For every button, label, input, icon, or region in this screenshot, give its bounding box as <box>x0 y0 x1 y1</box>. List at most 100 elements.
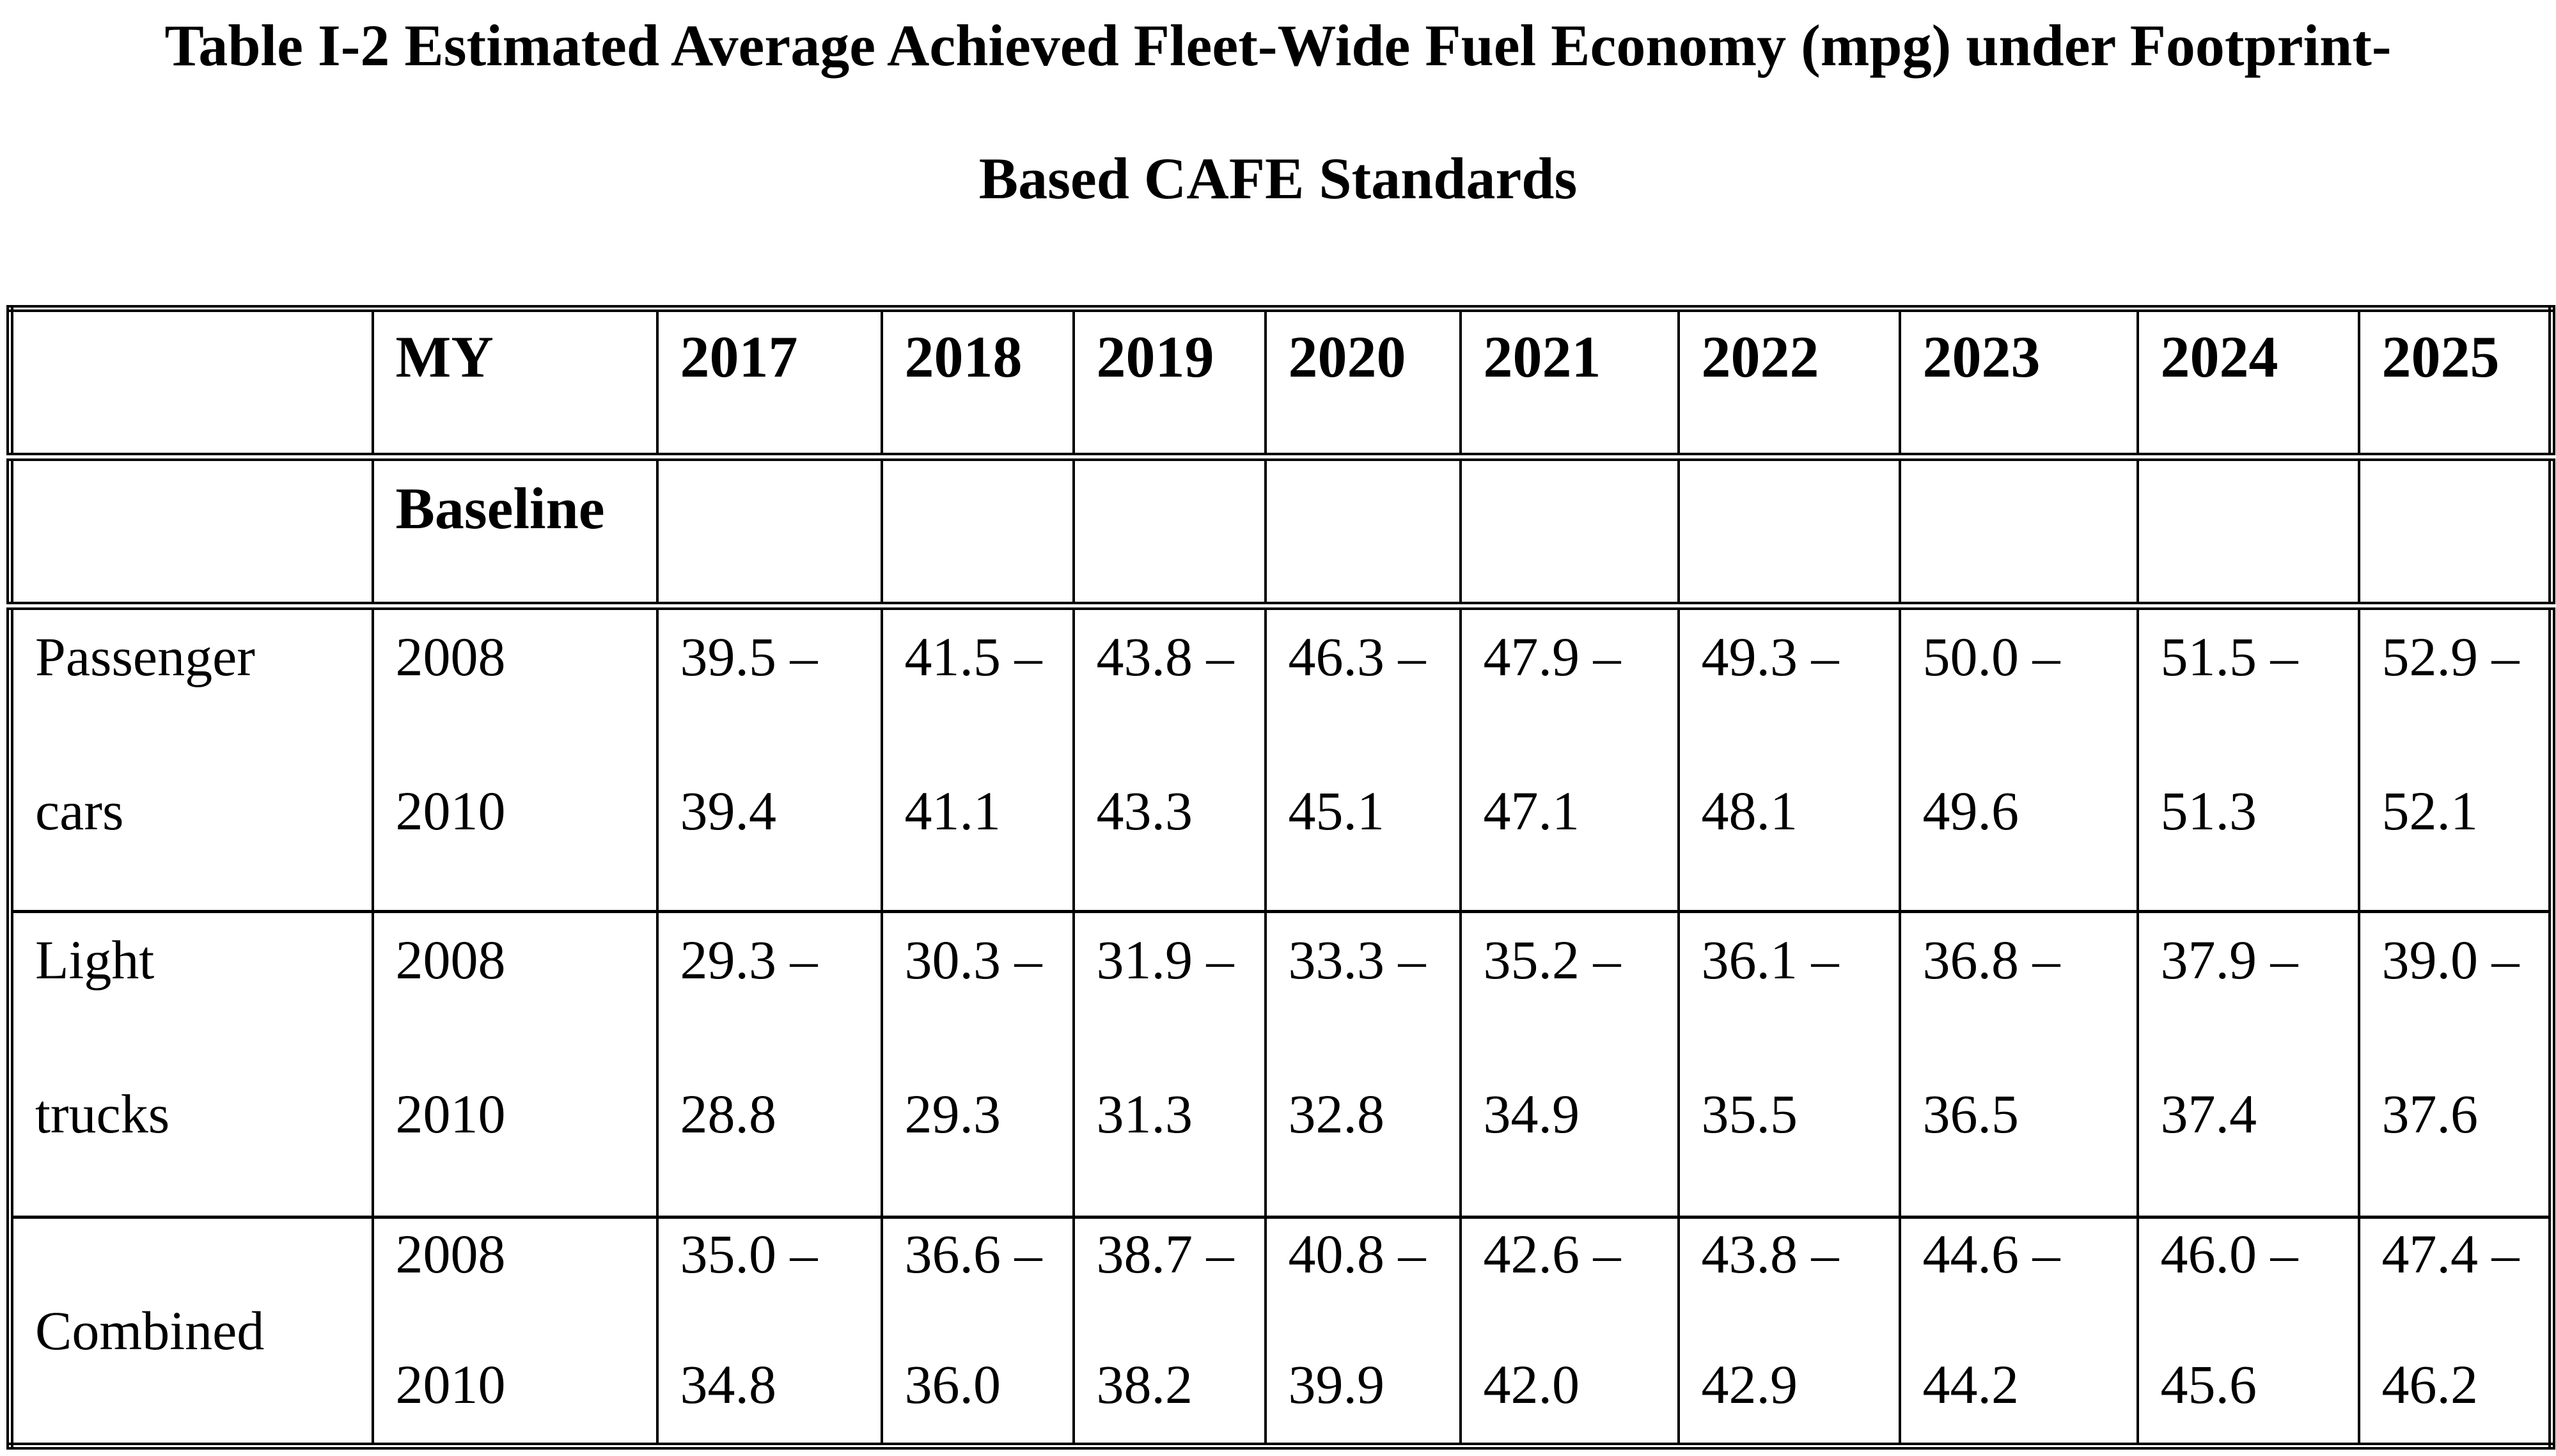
cell-line: 2010 <box>395 1353 506 1415</box>
cell-line: 46.3 – <box>1288 625 1426 687</box>
fuel-economy-value-cell: 31.9 – 31.3 <box>1072 910 1267 1219</box>
cell-line: 28.8 <box>680 1083 777 1145</box>
cell-content: 39.5 – 39.4 <box>660 629 879 842</box>
fuel-economy-value-cell: 43.8 – 42.9 <box>1677 1216 1901 1448</box>
cell-content: 40.8 – 39.9 <box>1268 1226 1458 1415</box>
header-cell-year: 2024 <box>2136 307 2360 461</box>
table-title-line1: Table I-2 Estimated Average Achieved Fle… <box>164 13 2392 78</box>
cell-line: 45.1 <box>1288 779 1385 842</box>
fuel-economy-value-cell: 46.3 – 45.1 <box>1264 604 1462 913</box>
cell-line: 50.0 – <box>1922 625 2060 687</box>
cell-line: 49.6 <box>1922 779 2019 842</box>
cell-content: 43.8 – 43.3 <box>1076 629 1263 842</box>
subheader-cell-empty <box>8 455 374 610</box>
cell-content: 51.5 – 51.3 <box>2140 625 2356 838</box>
row-label-cell: Light trucks <box>8 910 374 1219</box>
cell-content: 35.0 – 34.8 <box>660 1223 879 1415</box>
table-header-row: MY 2017 2018 2019 2020 2021 2022 2023 2024 2025 <box>8 307 2553 461</box>
cell-line: 31.9 – <box>1096 928 1234 990</box>
cell-line: 29.3 – <box>680 928 818 990</box>
cell-content: 2020 <box>1268 324 1458 389</box>
cell-line: 39.9 <box>1288 1353 1385 1415</box>
fuel-economy-value-cell: 42.6 – 42.0 <box>1459 1216 1680 1448</box>
fuel-economy-value-cell: 51.5 – 51.3 <box>2136 604 2360 913</box>
cell-line: 51.5 – <box>2160 625 2298 687</box>
fuel-economy-value-cell: 35.2 – 34.9 <box>1459 910 1680 1219</box>
subheader-cell-empty <box>1677 455 1901 610</box>
fuel-economy-value-cell: 36.8 – 36.5 <box>1898 910 2139 1219</box>
cell-line: 2020 <box>1288 324 1406 389</box>
subheader-cell-empty <box>1459 455 1680 610</box>
cell-line: 2019 <box>1096 324 1214 389</box>
cell-line: Passenger <box>35 625 255 687</box>
header-cell-year: 2017 <box>655 307 883 461</box>
fuel-economy-value-cell: 41.5 – 41.1 <box>880 604 1075 913</box>
cell-content: 2021 <box>1463 324 1676 389</box>
cell-line: 2018 <box>904 324 1023 389</box>
fuel-economy-value-cell: 50.0 – 49.6 <box>1898 604 2139 913</box>
cell-content: 2024 <box>2140 324 2356 389</box>
fuel-economy-value-cell: 47.4 – 46.2 <box>2357 1216 2553 1448</box>
fuel-economy-value-cell: 35.0 – 34.8 <box>655 1216 883 1448</box>
cell-content: 37.9 – 37.4 <box>2140 932 2356 1141</box>
cell-content: 39.0 – 37.6 <box>2362 928 2549 1145</box>
cell-line: 2025 <box>2381 324 2500 389</box>
cell-content: 2008 2010 <box>375 625 655 842</box>
fuel-economy-value-cell: 40.8 – 39.9 <box>1264 1216 1462 1448</box>
cell-line: 34.8 <box>680 1353 777 1415</box>
header-cell-year: 2018 <box>880 307 1075 461</box>
header-cell-corner <box>8 307 374 461</box>
cell-line: 30.3 – <box>904 928 1042 990</box>
subheader-cell-empty <box>880 455 1075 610</box>
fuel-economy-table: MY 2017 2018 2019 2020 2021 2022 2023 2024 2025 Ba… <box>6 304 2555 1450</box>
fuel-economy-value-cell: 46.0 – 45.6 <box>2136 1216 2360 1448</box>
cell-line: 35.5 <box>1701 1083 1798 1145</box>
fuel-economy-value-cell: 33.3 – 32.8 <box>1264 910 1462 1219</box>
subheader-cell-empty <box>655 455 883 610</box>
cell-content: 47.4 – 46.2 <box>2362 1223 2549 1415</box>
header-cell-year: 2023 <box>1898 307 2139 461</box>
cell-line: 47.9 – <box>1483 625 1621 687</box>
row-label-cell: Combined <box>8 1216 374 1448</box>
baseline-year-cell: 2008 2010 <box>371 604 659 913</box>
cell-line: 35.2 – <box>1483 928 1621 990</box>
cell-line: 35.0 – <box>680 1223 818 1285</box>
cell-line: 49.3 – <box>1701 625 1839 687</box>
header-cell-year: 2025 <box>2357 307 2553 461</box>
fuel-economy-value-cell: 49.3 – 48.1 <box>1677 604 1901 913</box>
cell-content: 2025 <box>2362 324 2549 389</box>
cell-line: trucks <box>35 1083 170 1145</box>
cell-line: 29.3 <box>904 1083 1001 1145</box>
cell-line: 2010 <box>395 779 506 842</box>
cell-line: 2008 <box>395 625 506 687</box>
subheader-cell-baseline: Baseline <box>371 455 659 610</box>
cell-line: 39.0 – <box>2381 928 2520 990</box>
cell-line: 38.7 – <box>1096 1223 1234 1285</box>
cell-line: 36.5 <box>1922 1083 2019 1145</box>
cell-content: Passenger cars <box>13 625 370 838</box>
cell-line: 41.1 <box>904 779 1001 842</box>
table-row: Light trucks 2008 2010 29.3 –28.8 30.3 –29.3 3… <box>8 910 2553 1219</box>
cell-line: 37.6 <box>2381 1083 2479 1145</box>
table-title-line2: Based CAFE Standards <box>978 146 1578 212</box>
cell-line: 43.3 <box>1096 779 1193 842</box>
fuel-economy-value-cell: 39.5 – 39.4 <box>655 604 883 913</box>
cell-line: 2024 <box>2160 324 2278 389</box>
cell-content: Baseline <box>375 479 655 538</box>
fuel-economy-value-cell: 47.9 – 47.1 <box>1459 604 1680 913</box>
cell-line: 46.2 <box>2381 1353 2479 1415</box>
fuel-economy-value-cell: 52.9 – 52.1 <box>2357 604 2553 913</box>
cell-line: 2023 <box>1922 324 2041 389</box>
cell-content: 2023 <box>1902 324 2135 389</box>
cell-content: 2008 2010 <box>375 932 655 1141</box>
cell-line: 44.6 – <box>1922 1223 2060 1285</box>
cell-line: 2021 <box>1483 324 1601 389</box>
fuel-economy-value-cell: 30.3 – 29.3 <box>880 910 1075 1219</box>
cell-line: 39.4 <box>680 779 777 842</box>
cell-line: 36.6 – <box>904 1223 1042 1285</box>
cell-content: Combined <box>13 1303 370 1358</box>
cell-content: 36.1 – 35.5 <box>1681 932 1897 1145</box>
cell-line: 47.4 – <box>2381 1223 2520 1285</box>
cell-content: 2022 <box>1681 327 1897 386</box>
cell-line: 36.8 – <box>1922 928 2060 990</box>
